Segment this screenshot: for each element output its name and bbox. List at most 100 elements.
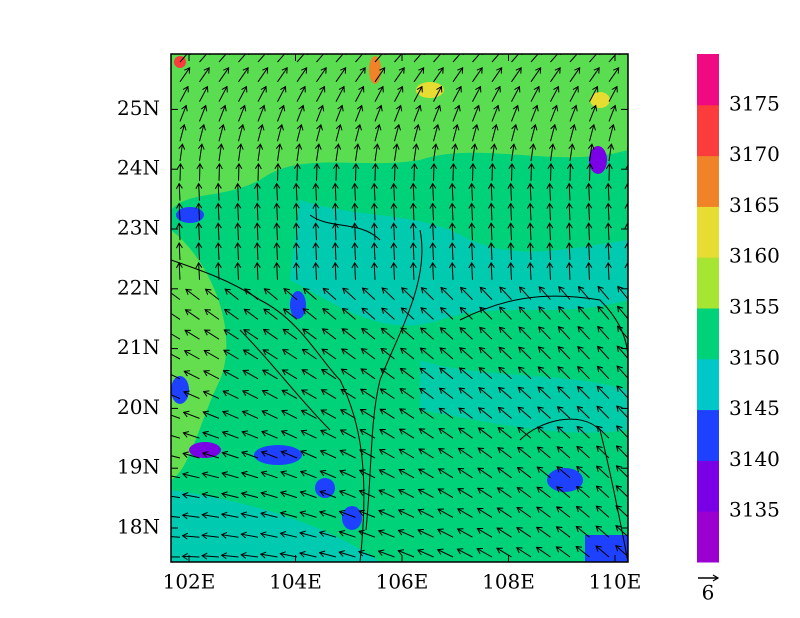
wind-vector: [240, 491, 259, 499]
wind-vector: [410, 162, 418, 181]
wind-vector: [615, 485, 628, 498]
wind-vector: [565, 182, 573, 201]
wind-vector: [595, 525, 610, 538]
wind-vector: [557, 346, 571, 360]
wind-vector: [456, 528, 473, 538]
wind-vector: [536, 486, 551, 498]
wind-vector: [526, 182, 534, 201]
wind-vector: [491, 85, 501, 102]
axis-ticks: 102E 104E 106E 108E 110E 18N 19N 20N 21N 22N 23N 24…: [117, 54, 641, 594]
wind-vector: [202, 390, 220, 400]
wind-vector: [195, 222, 203, 241]
wind-vector: [257, 67, 269, 83]
wind-vector: [379, 408, 395, 419]
wind-vector: [469, 162, 477, 181]
wind-vector: [409, 261, 417, 280]
wind-vector: [370, 222, 378, 241]
wind-vector: [300, 389, 317, 400]
wind-vector: [420, 286, 434, 300]
colorbar-segment: [697, 104, 719, 157]
wind-vector: [381, 287, 395, 300]
wind-vector: [457, 427, 473, 439]
wind-vector: [185, 288, 200, 300]
wind-vector: [195, 202, 203, 221]
wind-vector: [238, 85, 248, 102]
wind-vector: [487, 202, 495, 221]
wind-vector: [240, 551, 259, 559]
wind-vector: [283, 288, 298, 300]
wind-vector: [184, 329, 200, 340]
lat-tick-label: 19N: [117, 455, 160, 479]
wind-vector: [302, 287, 317, 300]
wind-vector: [335, 67, 347, 83]
wind-vector: [398, 488, 415, 499]
wind-vector: [244, 288, 259, 300]
wind-vector: [238, 54, 250, 63]
field-blob: [254, 445, 302, 465]
wind-vector: [257, 104, 266, 122]
wind-vector: [530, 85, 540, 102]
wind-vector: [321, 348, 337, 360]
wind-vector: [397, 509, 415, 518]
wind-vector: [256, 143, 264, 162]
wind-vector: [316, 54, 328, 63]
wind-vector: [181, 512, 200, 520]
wind-vector: [355, 123, 362, 142]
wind-vector: [565, 222, 573, 241]
wind-vector: [182, 410, 200, 419]
wind-vector: [429, 222, 437, 241]
wind-vector: [555, 546, 571, 558]
colorbar-label: 3160: [729, 244, 780, 268]
wind-vector: [409, 182, 417, 201]
wind-vector: [374, 85, 384, 102]
wind-vector: [487, 222, 495, 241]
field-blob: [585, 535, 628, 562]
wind-vector: [240, 511, 259, 519]
wind-vector: [201, 512, 220, 519]
wind-vector: [440, 286, 454, 300]
lon-tick-label: 104E: [269, 570, 322, 594]
wind-vector: [243, 329, 259, 340]
wind-vector: [390, 182, 398, 201]
wind-vector: [511, 54, 523, 63]
wind-vector: [339, 449, 356, 459]
wind-vector: [253, 242, 261, 261]
colorbar-segment: [697, 155, 719, 207]
wind-vector: [361, 307, 376, 320]
wind-vector: [511, 104, 520, 122]
wind-vector: [179, 104, 188, 122]
wind-vector: [608, 67, 620, 83]
wind-vector: [556, 466, 571, 479]
field-region: [171, 230, 227, 480]
wind-vector: [202, 430, 220, 439]
wind-vector: [452, 54, 464, 63]
wind-vector: [616, 405, 628, 419]
wind-vector: [457, 488, 473, 499]
wind-vector: [279, 551, 298, 558]
wind-vector: [181, 471, 200, 479]
wind-vector: [418, 408, 434, 419]
wind-vector: [316, 123, 323, 142]
wind-vector: [448, 202, 456, 221]
wind-vector: [378, 449, 395, 459]
field-blob: [590, 92, 610, 108]
wind-vector: [596, 425, 610, 439]
field-region: [171, 490, 380, 562]
lat-tick-label: 21N: [117, 335, 160, 359]
wind-vector: [536, 426, 551, 439]
field-blob: [189, 442, 221, 458]
wind-vector: [399, 388, 415, 400]
wind-vector: [412, 143, 420, 162]
wind-vector: [339, 409, 356, 419]
wind-vector: [171, 289, 181, 301]
wind-vector: [399, 408, 415, 419]
wind-vector: [629, 106, 636, 122]
wind-vector: [380, 347, 395, 360]
wind-vector: [429, 202, 437, 221]
wind-vector: [204, 288, 220, 300]
wind-vector: [379, 428, 395, 439]
wind-vector: [577, 305, 590, 320]
wind-vector: [243, 308, 259, 320]
field-blob: [342, 506, 362, 530]
